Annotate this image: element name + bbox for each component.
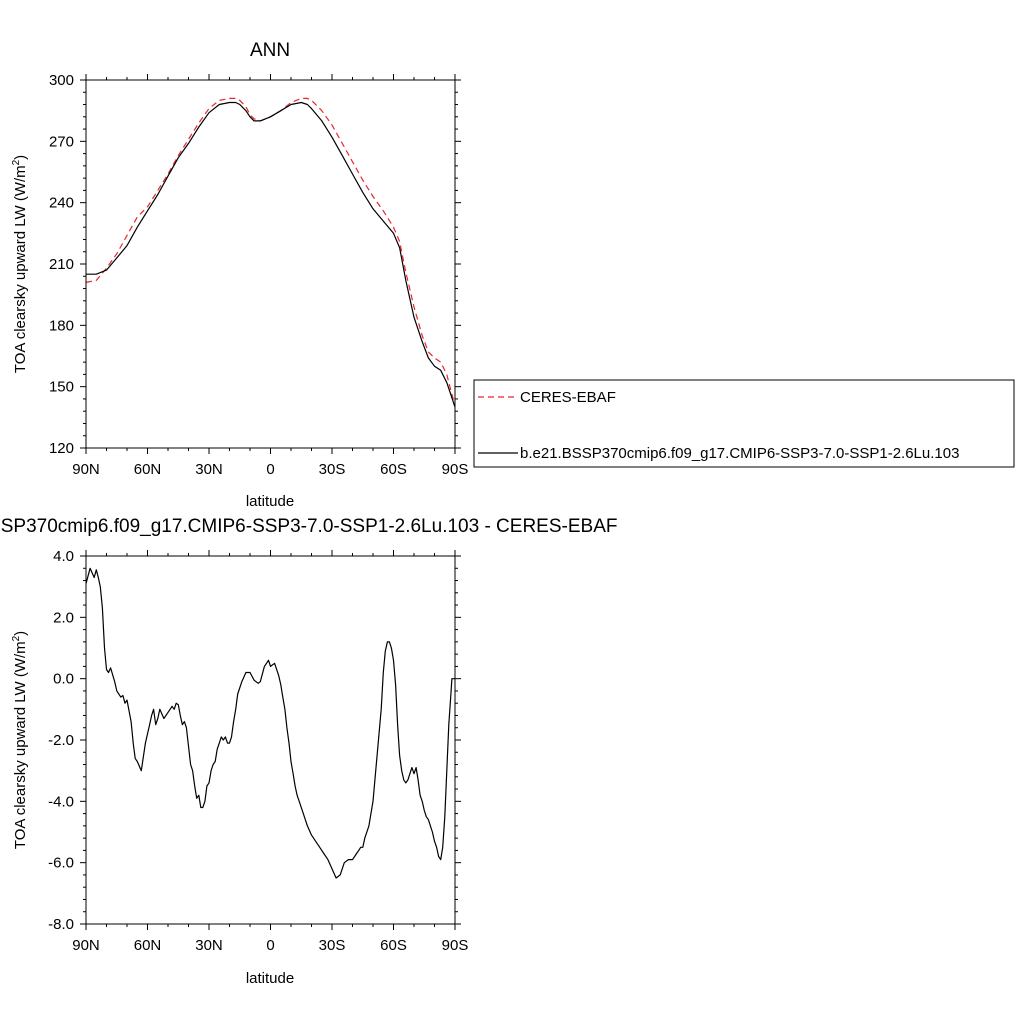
y-tick-label: -2.0 [48, 732, 74, 749]
top-chart-frame [85, 79, 456, 449]
x-tick-label: 0 [266, 937, 274, 954]
bottom-chart-x-label: latitude [246, 970, 294, 987]
bottom-chart-series [86, 567, 455, 879]
bottom-chart-y-label: TOA clearsky upward LW (W/m2) [11, 631, 29, 849]
y-tick-label: 270 [49, 133, 74, 150]
top-panel: ANN 90N 60N 30N 0 30S 60S 90S 120 150 180 210 240 2… [11, 40, 468, 510]
top-chart-ticks [80, 74, 461, 454]
bottom-panel: b.e21.BSSP370cmip6.f09_g17.CMIP6-SSP3-7.… [0, 516, 617, 987]
x-tick-label: 90N [72, 937, 100, 954]
obs-series-line-panel0 [86, 97, 455, 406]
bottom-chart-ticks [80, 550, 461, 930]
legend-box [473, 379, 1015, 468]
bottom-chart-title: b.e21.BSSP370cmip6.f09_g17.CMIP6-SSP3-7.… [0, 516, 617, 537]
x-tick-label: 30S [319, 937, 346, 954]
bottom-chart-y-tick-labels: -8.0 -6.0 -4.0 -2.0 0.0 2.0 4.0 [48, 548, 74, 933]
legend-obs-label: CERES-EBAF [520, 389, 616, 406]
model-series-line-panel0 [86, 101, 455, 408]
y-tick-label: 0.0 [53, 671, 74, 688]
y-tick-label: 4.0 [53, 548, 74, 565]
bottom-chart-x-tick-labels: 90N 60N 30N 0 30S 60S 90S [72, 937, 468, 954]
top-chart-y-label: TOA clearsky upward LW (W/m2) [11, 155, 29, 373]
x-tick-label: 60N [134, 461, 162, 478]
x-tick-label: 60S [380, 461, 407, 478]
x-tick-label: 90S [442, 461, 469, 478]
y-tick-label: 240 [49, 195, 74, 212]
y-tick-label: 180 [49, 317, 74, 334]
top-chart-x-tick-labels: 90N 60N 30N 0 30S 60S 90S [72, 461, 468, 478]
y-tick-label: 2.0 [53, 609, 74, 626]
x-tick-label: 90N [72, 461, 100, 478]
top-chart-y-tick-labels: 120 150 180 210 240 270 300 [49, 72, 74, 457]
y-tick-label: -6.0 [48, 855, 74, 872]
y-tick-label: 150 [49, 379, 74, 396]
x-tick-label: 60N [134, 937, 162, 954]
x-tick-label: 30N [195, 461, 223, 478]
top-chart-x-label: latitude [246, 493, 294, 510]
legend-model-label: b.e21.BSSP370cmip6.f09_g17.CMIP6-SSP3-7.… [520, 445, 959, 462]
y-tick-label: 120 [49, 440, 74, 457]
x-tick-label: 0 [266, 461, 274, 478]
x-tick-label: 30N [195, 937, 223, 954]
x-tick-label: 90S [442, 937, 469, 954]
y-tick-label: 300 [49, 72, 74, 89]
top-chart-series [86, 97, 455, 408]
y-tick-label: 210 [49, 256, 74, 273]
model-series-line-panel1 [86, 567, 455, 879]
top-chart-title: ANN [250, 40, 290, 61]
bottom-chart-frame [85, 555, 456, 925]
x-tick-label: 30S [319, 461, 346, 478]
legend: CERES-EBAF b.e21.BSSP370cmip6.f09_g17.CM… [473, 379, 1015, 468]
x-tick-label: 60S [380, 937, 407, 954]
y-tick-label: -4.0 [48, 793, 74, 810]
y-tick-label: -8.0 [48, 916, 74, 933]
